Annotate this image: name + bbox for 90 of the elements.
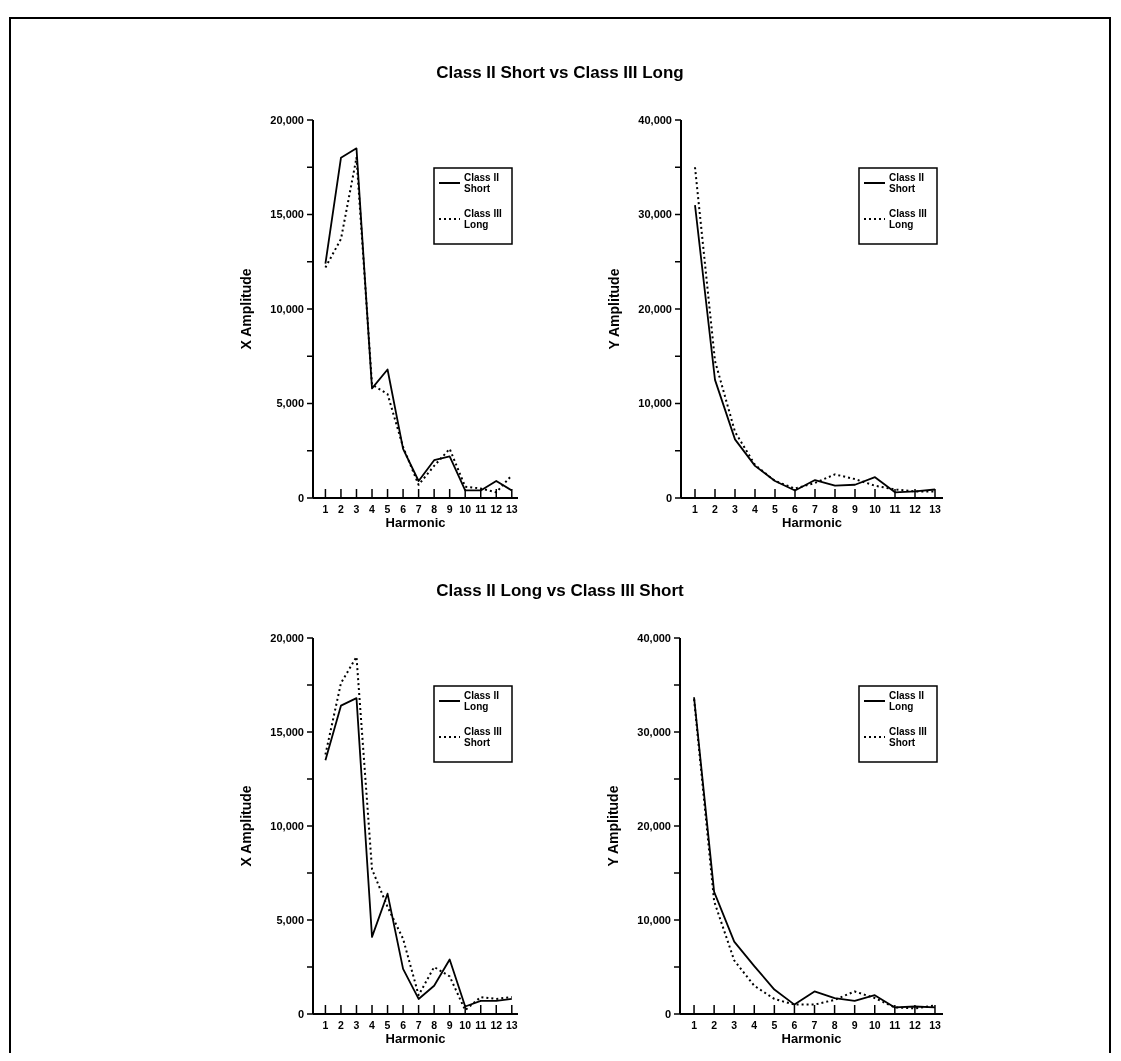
- y-tick-label: 0: [665, 491, 672, 504]
- y-tick-label: 5,000: [276, 397, 304, 410]
- x-tick-label: 8: [831, 1019, 838, 1031]
- x-tick-label: 12: [909, 503, 921, 515]
- x-tick-label: 2: [712, 503, 719, 515]
- x-tick-label: 8: [431, 503, 438, 515]
- y-tick-label: 30,000: [637, 725, 671, 738]
- legend-label: Class II Short: [464, 172, 500, 194]
- x-tick-label: 2: [338, 1019, 345, 1031]
- y-tick-label: 40,000: [638, 113, 672, 126]
- x-tick-label: 11: [475, 1019, 487, 1031]
- y-tick-label: 0: [297, 491, 304, 504]
- x-tick-label: 3: [353, 1019, 360, 1031]
- y-axis-title: Y Amplitude: [606, 268, 622, 350]
- y-tick-label: 0: [297, 1007, 304, 1020]
- x-tick-label: 9: [852, 503, 859, 515]
- x-tick-label: 3: [732, 503, 739, 515]
- x-axis-title: Harmonic: [385, 1031, 446, 1046]
- x-tick-label: 5: [771, 1019, 778, 1031]
- x-tick-label: 6: [792, 503, 799, 515]
- legend-label: Class II Short: [889, 172, 925, 194]
- y-tick-label: 5,000: [276, 913, 304, 926]
- x-axis-title: Harmonic: [385, 515, 446, 530]
- x-tick-label: 11: [889, 1019, 901, 1031]
- x-tick-label: 9: [851, 1019, 858, 1031]
- x-tick-label: 4: [369, 503, 376, 515]
- x-tick-label: 13: [929, 1019, 941, 1031]
- x-tick-label: 5: [384, 1019, 391, 1031]
- y-tick-label: 10,000: [638, 397, 672, 410]
- x-tick-label: 7: [812, 503, 819, 515]
- y-tick-label: 15,000: [270, 725, 304, 738]
- x-tick-label: 8: [832, 503, 839, 515]
- y-tick-label: 20,000: [637, 819, 671, 832]
- y-axis-title: Y Amplitude: [605, 785, 621, 867]
- legend-label: Class III Long: [889, 208, 928, 230]
- legend-label: Class III Long: [464, 208, 503, 230]
- y-tick-label: 20,000: [270, 631, 304, 644]
- x-tick-label: 1: [692, 503, 699, 515]
- x-tick-label: 5: [772, 503, 779, 515]
- x-tick-label: 11: [889, 503, 901, 515]
- x-tick-label: 12: [490, 1019, 503, 1031]
- x-tick-label: 9: [446, 1019, 453, 1031]
- x-tick-label: 9: [446, 503, 453, 515]
- y-tick-label: 15,000: [270, 208, 304, 221]
- y-tick-label: 10,000: [637, 913, 671, 926]
- legend-label: Class II Long: [889, 690, 925, 712]
- x-tick-label: 7: [415, 1019, 422, 1031]
- x-tick-label: 3: [353, 503, 360, 515]
- x-tick-label: 1: [322, 1019, 329, 1031]
- x-tick-label: 4: [369, 1019, 376, 1031]
- y-tick-label: 0: [664, 1007, 671, 1020]
- x-tick-label: 13: [929, 503, 941, 515]
- x-tick-label: 10: [869, 503, 881, 515]
- x-tick-label: 1: [322, 503, 329, 515]
- text: Class II Long vs Class III Short: [436, 581, 685, 600]
- x-tick-label: 12: [490, 503, 503, 515]
- x-tick-label: 7: [415, 503, 422, 515]
- y-tick-label: 20,000: [270, 113, 304, 126]
- x-tick-label: 11: [475, 503, 487, 515]
- x-tick-label: 10: [459, 503, 472, 515]
- x-tick-label: 12: [909, 1019, 921, 1031]
- x-tick-label: 6: [400, 503, 407, 515]
- y-tick-label: 30,000: [638, 208, 672, 221]
- x-tick-label: 4: [751, 1019, 758, 1031]
- y-axis-title: X Amplitude: [238, 268, 254, 350]
- x-tick-label: 6: [400, 1019, 407, 1031]
- x-tick-label: 5: [384, 503, 391, 515]
- x-tick-label: 6: [791, 1019, 798, 1031]
- x-tick-label: 13: [505, 1019, 518, 1031]
- x-tick-label: 7: [811, 1019, 818, 1031]
- x-tick-label: 3: [731, 1019, 738, 1031]
- x-tick-label: 1: [691, 1019, 698, 1031]
- y-tick-label: 20,000: [638, 302, 672, 315]
- x-tick-label: 4: [752, 503, 759, 515]
- x-axis-title: Harmonic: [781, 1031, 842, 1046]
- y-tick-label: 10,000: [270, 302, 304, 315]
- x-tick-label: 10: [459, 1019, 472, 1031]
- x-tick-label: 10: [868, 1019, 881, 1031]
- x-tick-label: 2: [711, 1019, 718, 1031]
- x-tick-label: 13: [505, 503, 518, 515]
- text: Class II Short vs Class III Long: [436, 63, 684, 82]
- legend-label: Class III Short: [464, 726, 503, 748]
- y-tick-label: 10,000: [270, 819, 304, 832]
- legend-label: Class III Short: [889, 726, 928, 748]
- x-axis-title: Harmonic: [782, 515, 842, 530]
- x-tick-label: 2: [338, 503, 345, 515]
- legend-label: Class II Long: [464, 690, 500, 712]
- x-tick-label: 8: [431, 1019, 438, 1031]
- y-axis-title: X Amplitude: [238, 785, 254, 867]
- y-tick-label: 40,000: [637, 631, 671, 644]
